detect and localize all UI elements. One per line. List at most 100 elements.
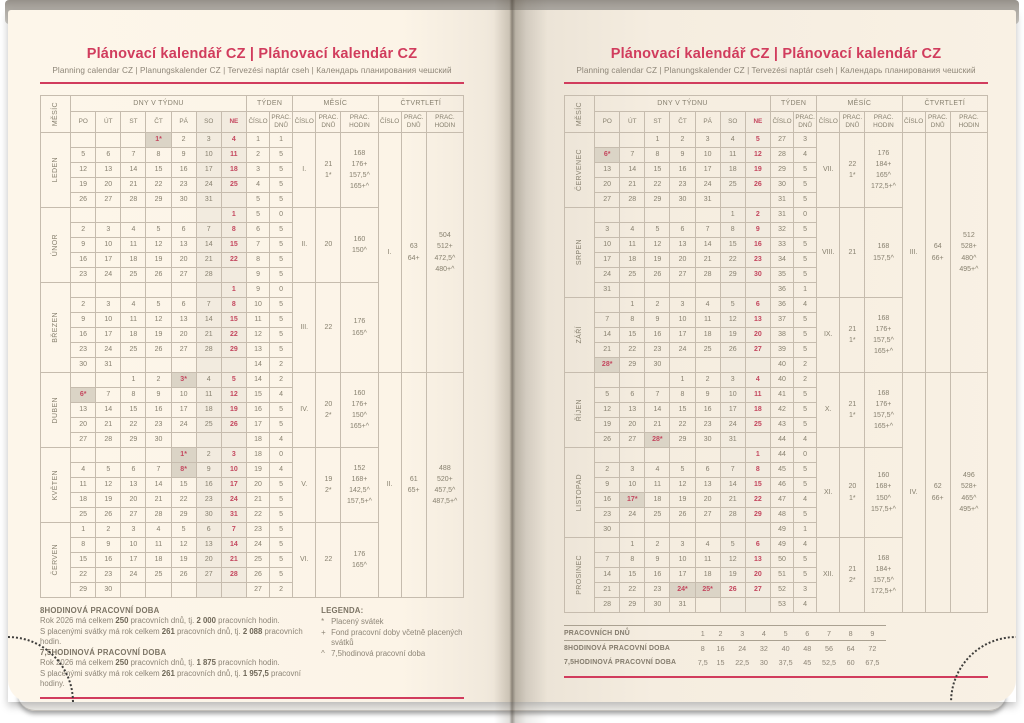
month-workdays-cell: 21 1* bbox=[839, 297, 866, 373]
day-cell: 7 bbox=[594, 312, 621, 328]
day-cell: 17 bbox=[120, 552, 147, 568]
day-cell: 9 bbox=[669, 147, 696, 163]
minitable-value: 24 bbox=[738, 643, 747, 653]
day-cell: 29 bbox=[619, 357, 646, 373]
day-cell: 12 bbox=[170, 537, 197, 553]
bold-value: 250 bbox=[115, 658, 129, 668]
week-number-cell: 22 bbox=[245, 507, 271, 523]
week-workdays-cell: 1 bbox=[269, 132, 294, 148]
day-cell: 17 bbox=[669, 567, 696, 583]
day-cell: 24 bbox=[669, 342, 696, 358]
week-row: ČERVENEC 1 2 3 4 5 27 3 VII. 22 1* 176 184+ 165^ 1… bbox=[563, 132, 989, 373]
day-cell: 26 bbox=[95, 507, 122, 523]
month-name-vertical: ÚNOR bbox=[51, 233, 59, 257]
day-cell: 14 bbox=[594, 327, 621, 343]
day-cell: 30 bbox=[594, 522, 621, 538]
day-cell bbox=[195, 282, 222, 298]
day-cell bbox=[95, 447, 122, 463]
week-workdays-cell: 5 bbox=[269, 327, 294, 343]
day-cell: 26 bbox=[145, 267, 172, 283]
title-rule bbox=[564, 82, 988, 84]
day-cell: 12 bbox=[145, 237, 172, 253]
month-cislo-header: ČÍSLO bbox=[816, 111, 841, 133]
day-cell: 13 bbox=[694, 477, 721, 493]
day-cell: 15 bbox=[120, 402, 147, 418]
quarter-number-cell: IV. bbox=[901, 372, 926, 613]
week-number-cell: 23 bbox=[245, 522, 271, 538]
page-left: Plánovací kalendář CZ | Plánovací kalend… bbox=[8, 10, 512, 702]
day-cell: 12 bbox=[594, 402, 621, 418]
day-cell: 14 bbox=[195, 237, 222, 253]
day-cell: 7 bbox=[95, 387, 122, 403]
day-cell: 18 bbox=[220, 162, 247, 178]
minitable-value: 5 bbox=[771, 625, 800, 641]
day-cell bbox=[619, 132, 646, 148]
text-segment: pracovních dnů, tj. bbox=[174, 668, 243, 678]
week-workdays-cell: 5 bbox=[793, 387, 818, 403]
weekday-header-út: ÚT bbox=[95, 111, 122, 133]
quarter-workdays-cell: 64 66+ bbox=[924, 132, 951, 373]
day-cell: 14 bbox=[644, 402, 671, 418]
day-cell: 4 bbox=[145, 522, 172, 538]
week-number-cell: 49 bbox=[769, 522, 795, 538]
minitable-label: 7,5HODINOVÁ PRACOVNÍ DOBA bbox=[564, 658, 677, 666]
day-cell: 10 bbox=[95, 237, 122, 253]
day-cell: 29 bbox=[744, 507, 771, 523]
day-cell bbox=[145, 357, 172, 373]
day-cell bbox=[669, 282, 696, 298]
week-workdays-cell: 5 bbox=[793, 462, 818, 478]
day-cell: 5 bbox=[145, 222, 172, 238]
day-cell: 23 bbox=[70, 267, 97, 283]
week-workdays-cell: 2 bbox=[269, 372, 294, 388]
week-row: ŘÍJEN 1 2 3 4 40 2 X. 21 1* 168 176+ 157,5^ 165+^… bbox=[563, 372, 989, 613]
minitable-row: 8HODINOVÁ PRACOVNÍ DOBA 8 16 24 32 40 48 56 64 72 bbox=[564, 641, 886, 656]
day-cell: 21 bbox=[195, 327, 222, 343]
day-cell: 19 bbox=[145, 252, 172, 268]
day-cell: 28* bbox=[594, 357, 621, 373]
week-row: 24 25 26 27 28 29 30 35 5 bbox=[565, 267, 988, 283]
week-workdays-cell: 5 bbox=[793, 507, 818, 523]
day-cell: 2 bbox=[644, 297, 671, 313]
day-cell: 27 bbox=[744, 342, 771, 358]
minitable-value: 67,5 bbox=[865, 657, 880, 667]
day-cell bbox=[669, 207, 696, 223]
day-cell: 6* bbox=[70, 387, 97, 403]
month-name-vertical: BŘEZEN bbox=[51, 312, 59, 343]
day-cell: 4 bbox=[120, 222, 147, 238]
weekday-header-st: ST bbox=[120, 111, 147, 133]
month-label: KVĚTEN bbox=[39, 447, 72, 523]
month-hours-cell: 176 184+ 165^ 172,5+^ bbox=[864, 132, 903, 208]
day-cell: 7 bbox=[719, 462, 746, 478]
day-cell: 7 bbox=[594, 552, 621, 568]
month-hours-cell: 168 176+ 157,5^ 165+^ bbox=[864, 372, 903, 448]
day-cell: 28 bbox=[145, 507, 172, 523]
day-cell: 17 bbox=[669, 327, 696, 343]
day-cell: 12 bbox=[70, 162, 97, 178]
month-workdays-cell: 20 bbox=[315, 207, 342, 283]
day-cell bbox=[619, 282, 646, 298]
day-cell: 2 bbox=[644, 537, 671, 553]
week-row: LISTOPAD 1 44 0 XI. 20 1* 160 168+ 150^ 157,5+… bbox=[563, 447, 988, 538]
day-cell: 1 bbox=[744, 447, 771, 463]
day-cell: 30 bbox=[644, 357, 671, 373]
week-row: 5 6 7 8 9 10 11 41 5 bbox=[565, 387, 988, 403]
day-cell: 26 bbox=[744, 177, 771, 193]
month-label: ČERVEN bbox=[39, 522, 72, 598]
day-cell bbox=[694, 597, 721, 613]
day-cell: 27 bbox=[120, 507, 147, 523]
quarter-prac-hodin-header: PRAC. HODIN bbox=[949, 111, 989, 133]
week-workdays-cell: 5 bbox=[269, 297, 294, 313]
week-number-cell: 53 bbox=[769, 597, 795, 613]
month-prac-hodin-header: PRAC. HODIN bbox=[864, 111, 903, 133]
minitable-value: 56 bbox=[824, 643, 833, 653]
day-cell bbox=[694, 282, 721, 298]
day-cell: 15 bbox=[619, 327, 646, 343]
day-cell: 19 bbox=[644, 252, 671, 268]
quarter-hours-cell: 512 528+ 480^ 495+^ bbox=[949, 132, 989, 373]
day-cell: 4 bbox=[694, 297, 721, 313]
day-cell: 16 bbox=[70, 252, 97, 268]
day-cell: 5 bbox=[669, 462, 696, 478]
day-cell: 18 bbox=[694, 327, 721, 343]
day-cell bbox=[694, 207, 721, 223]
day-cell: 12 bbox=[719, 312, 746, 328]
